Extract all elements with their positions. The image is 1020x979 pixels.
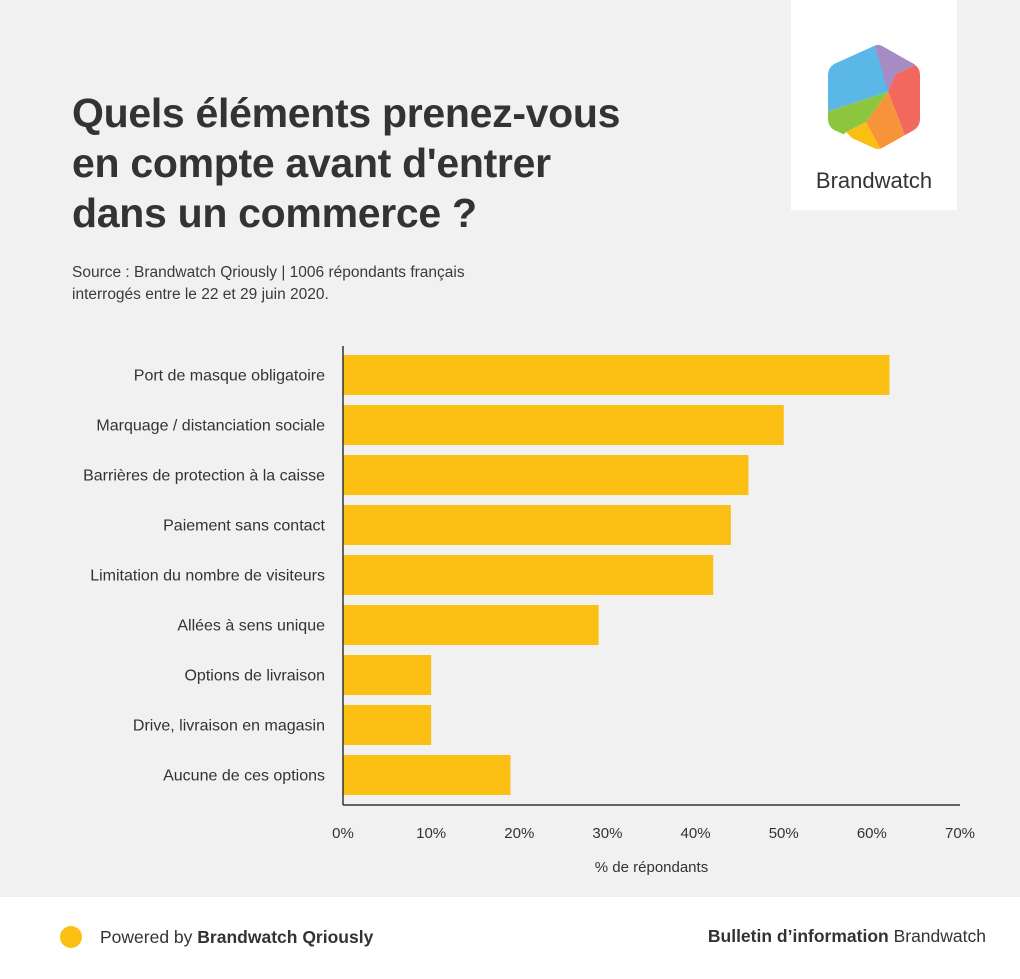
category-label: Aucune de ces options bbox=[163, 768, 325, 785]
brandwatch-hexagon-icon bbox=[828, 45, 920, 149]
x-tick-label: 30% bbox=[592, 825, 622, 842]
x-tick-label: 60% bbox=[857, 825, 887, 842]
source-line-2: interrogés entre le 22 et 29 juin 2020. bbox=[72, 286, 329, 303]
bar-chart: Port de masque obligatoire Marquage / dis… bbox=[83, 346, 975, 875]
x-axis-title: % de répondants bbox=[595, 859, 708, 875]
bar bbox=[343, 505, 731, 545]
logo-text: Brandwatch bbox=[815, 168, 933, 193]
footer: Powered by Brandwatch Qriously Bulletin … bbox=[0, 897, 1020, 979]
x-tick-label: 50% bbox=[769, 825, 799, 842]
category-label: Options de livraison bbox=[184, 668, 325, 685]
category-label: Drive, livraison en magasin bbox=[133, 718, 325, 735]
title-line-2: en compte avant d'entrer bbox=[72, 140, 551, 186]
category-label: Barrières de protection à la caisse bbox=[83, 468, 325, 485]
bar bbox=[343, 455, 749, 495]
brand-logo: Brandwatch bbox=[791, 0, 957, 210]
x-tick-label: 20% bbox=[504, 825, 534, 842]
logo-segment bbox=[888, 62, 920, 138]
source-note: Source : Brandwatch Qriously | 1006 répo… bbox=[72, 262, 542, 306]
footer-powered-brand: Brandwatch Qriously bbox=[197, 927, 374, 947]
bar bbox=[343, 605, 599, 645]
category-label: Paiement sans contact bbox=[163, 518, 325, 535]
chart-title: Quels éléments prenez-vous en compte ava… bbox=[72, 88, 672, 238]
category-label: Limitation du nombre de visiteurs bbox=[90, 568, 325, 585]
footer-newsletter-label: Bulletin d’information bbox=[707, 926, 889, 946]
logo-segment bbox=[828, 92, 888, 149]
x-tick-label: 40% bbox=[681, 825, 711, 842]
footer-newsletter-brand: Brandwatch bbox=[893, 926, 986, 946]
footer-newsletter: Bulletin d’information Brandwatch bbox=[708, 926, 986, 947]
logo-segment bbox=[866, 92, 906, 149]
bar bbox=[343, 705, 432, 745]
x-tick-label: 0% bbox=[332, 825, 354, 842]
category-label: Port de masque obligatoire bbox=[134, 368, 325, 385]
source-line-1: Source : Brandwatch Qriously | 1006 répo… bbox=[72, 264, 465, 281]
bar bbox=[343, 655, 432, 695]
x-tick-label: 70% bbox=[945, 825, 975, 842]
bar bbox=[343, 755, 511, 795]
title-line-3: dans un commerce ? bbox=[72, 190, 477, 236]
bar bbox=[343, 355, 890, 395]
footer-dot-icon bbox=[60, 926, 82, 948]
bar bbox=[343, 555, 714, 595]
bar bbox=[343, 405, 784, 445]
logo-segment bbox=[846, 122, 882, 149]
category-label: Allées à sens unique bbox=[177, 618, 325, 635]
title-line-1: Quels éléments prenez-vous bbox=[72, 90, 621, 136]
footer-powered-by: Powered by Brandwatch Qriously bbox=[100, 927, 373, 948]
category-label: Marquage / distanciation sociale bbox=[96, 418, 325, 435]
x-tick-label: 10% bbox=[416, 825, 446, 842]
footer-powered-prefix: Powered by bbox=[100, 927, 193, 947]
